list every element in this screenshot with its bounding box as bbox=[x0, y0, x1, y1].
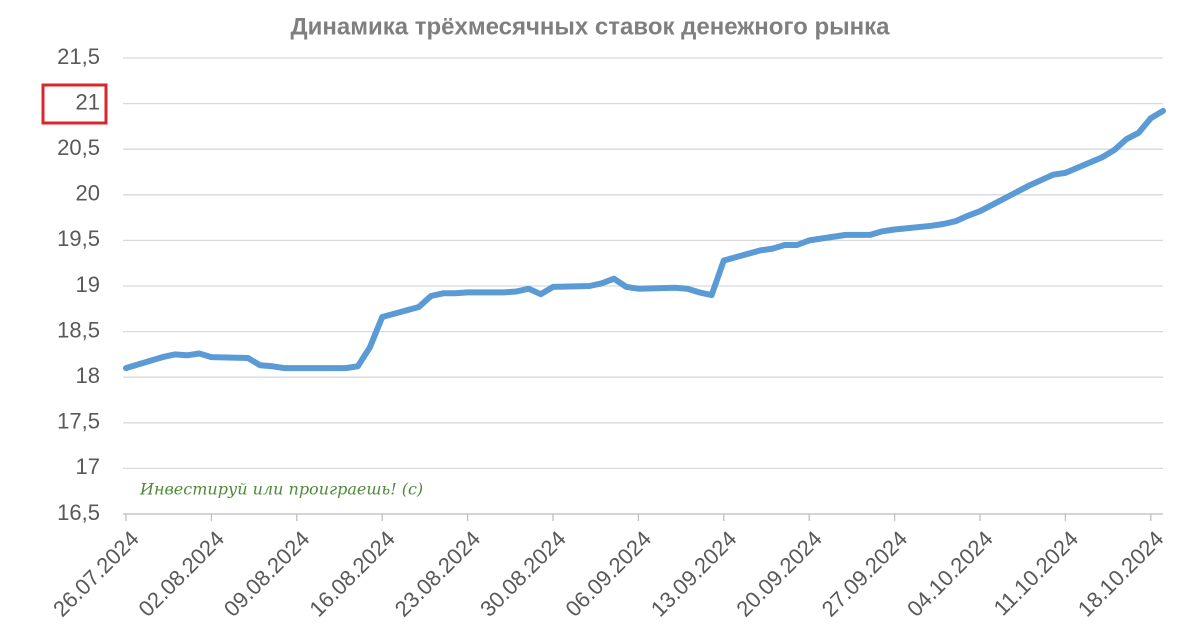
y-tick-label: 19,5 bbox=[57, 226, 100, 251]
y-tick-label: 18 bbox=[76, 363, 100, 388]
data-line bbox=[123, 107, 1166, 372]
y-tick-label: 21 bbox=[76, 89, 100, 114]
y-tick-label: 21,5 bbox=[57, 44, 100, 69]
highlight-box bbox=[41, 83, 108, 125]
annotation: Инвестируй или проиграешь! (с) bbox=[139, 480, 423, 499]
y-tick-label: 18,5 bbox=[57, 317, 100, 342]
y-tick-label: 16,5 bbox=[57, 500, 100, 525]
y-tick-label: 17 bbox=[76, 454, 100, 479]
y-tick-label: 20,5 bbox=[57, 135, 100, 160]
y-tick-label: 20 bbox=[76, 181, 100, 206]
chart-title: Динамика трёхмесячных ставок денежного р… bbox=[291, 13, 891, 40]
y-tick-label: 17,5 bbox=[57, 409, 100, 434]
y-tick-label: 19 bbox=[76, 272, 100, 297]
